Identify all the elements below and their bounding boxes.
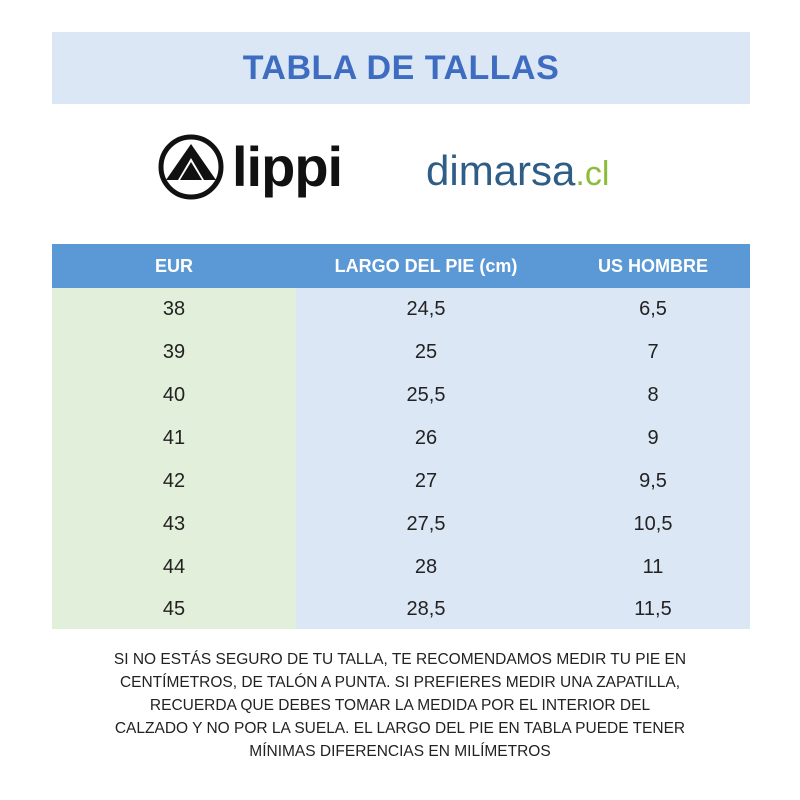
note-line: SI NO ESTÁS SEGURO DE TU TALLA, TE RECOM… (113, 651, 687, 668)
table-row: 44 28 11 (52, 546, 750, 589)
cell-us: 8 (556, 374, 750, 417)
mountain-circle-icon (158, 134, 224, 200)
lippi-wordmark: lippi (232, 135, 343, 198)
cell-eur: 43 (52, 503, 296, 546)
sizing-note: SI NO ESTÁS SEGURO DE TU TALLA, TE RECOM… (60, 648, 740, 763)
cell-us: 9,5 (556, 460, 750, 503)
cell-eur: 38 (52, 288, 296, 331)
cell-us: 11,5 (556, 589, 750, 629)
title-banner: TABLA DE TALLAS (52, 32, 750, 104)
cell-largo: 27 (296, 460, 556, 503)
table-row: 42 27 9,5 (52, 460, 750, 503)
table-row: 43 27,5 10,5 (52, 503, 750, 546)
cell-us: 9 (556, 417, 750, 460)
note-line: MÍNIMAS DIFERENCIAS EN MILÍMETROS (249, 743, 551, 760)
note-line: CENTÍMETROS, DE TALÓN A PUNTA. SI PREFIE… (119, 674, 681, 691)
cell-largo: 25,5 (296, 374, 556, 417)
cell-largo: 26 (296, 417, 556, 460)
size-table: EUR LARGO DEL PIE (cm) US HOMBRE 38 24,5… (52, 244, 750, 629)
page-title: TABLA DE TALLAS (242, 48, 560, 87)
cell-us: 7 (556, 331, 750, 374)
cell-eur: 41 (52, 417, 296, 460)
table-row: 39 25 7 (52, 331, 750, 374)
cell-largo: 24,5 (296, 288, 556, 331)
note-line: RECUERDA QUE DEBES TOMAR LA MEDIDA POR E… (149, 697, 651, 714)
cell-largo: 27,5 (296, 503, 556, 546)
cell-eur: 42 (52, 460, 296, 503)
table-row: 41 26 9 (52, 417, 750, 460)
cell-largo: 25 (296, 331, 556, 374)
dimarsa-logo: dimarsa.cl (426, 150, 609, 192)
lippi-logo: lippi (158, 132, 343, 202)
dimarsa-tld: .cl (575, 155, 610, 193)
header-us-hombre: US HOMBRE (556, 244, 750, 288)
cell-largo: 28 (296, 546, 556, 589)
cell-eur: 45 (52, 589, 296, 629)
dimarsa-wordmark: dimarsa (426, 147, 576, 194)
header-eur: EUR (52, 244, 296, 288)
cell-eur: 40 (52, 374, 296, 417)
cell-us: 11 (556, 546, 750, 589)
cell-largo: 28,5 (296, 589, 556, 629)
table-header-row: EUR LARGO DEL PIE (cm) US HOMBRE (52, 244, 750, 288)
table-row: 40 25,5 8 (52, 374, 750, 417)
cell-eur: 44 (52, 546, 296, 589)
cell-us: 10,5 (556, 503, 750, 546)
header-largo-pie: LARGO DEL PIE (cm) (296, 244, 556, 288)
brand-logos: lippi dimarsa.cl (52, 118, 750, 218)
table-row: 38 24,5 6,5 (52, 288, 750, 331)
table-row: 45 28,5 11,5 (52, 589, 750, 629)
cell-us: 6,5 (556, 288, 750, 331)
cell-eur: 39 (52, 331, 296, 374)
note-line: CALZADO Y NO POR LA SUELA. EL LARGO DEL … (114, 720, 686, 737)
